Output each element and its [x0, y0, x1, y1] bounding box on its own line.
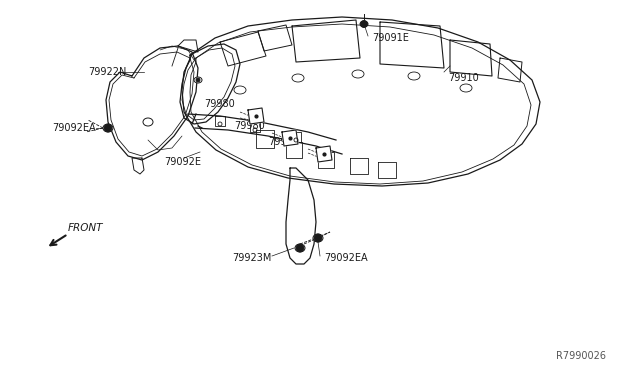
Ellipse shape [352, 70, 364, 78]
Ellipse shape [460, 84, 472, 92]
Text: 79980: 79980 [268, 137, 299, 147]
Text: 79980: 79980 [204, 99, 235, 109]
Ellipse shape [360, 21, 368, 27]
Text: 79922N: 79922N [88, 67, 126, 77]
Ellipse shape [292, 74, 304, 82]
Text: 79091E: 79091E [372, 33, 409, 43]
Ellipse shape [143, 118, 153, 126]
Text: 79980: 79980 [234, 121, 265, 131]
Text: 79910: 79910 [448, 73, 479, 83]
Polygon shape [316, 146, 332, 162]
Polygon shape [248, 108, 264, 124]
Ellipse shape [194, 77, 202, 83]
Text: 79092EA: 79092EA [52, 123, 95, 133]
Ellipse shape [313, 234, 323, 242]
Polygon shape [282, 130, 298, 146]
Text: 79092E: 79092E [164, 157, 201, 167]
Ellipse shape [295, 244, 305, 252]
Ellipse shape [234, 86, 246, 94]
Text: FRONT: FRONT [68, 223, 104, 233]
Ellipse shape [408, 72, 420, 80]
Circle shape [296, 244, 304, 252]
Circle shape [196, 78, 200, 82]
Text: 79092EA: 79092EA [324, 253, 367, 263]
Ellipse shape [103, 124, 113, 132]
Text: 79923M: 79923M [232, 253, 271, 263]
Circle shape [314, 234, 322, 242]
Text: R7990026: R7990026 [556, 351, 606, 361]
Circle shape [104, 124, 112, 132]
Circle shape [360, 20, 367, 28]
